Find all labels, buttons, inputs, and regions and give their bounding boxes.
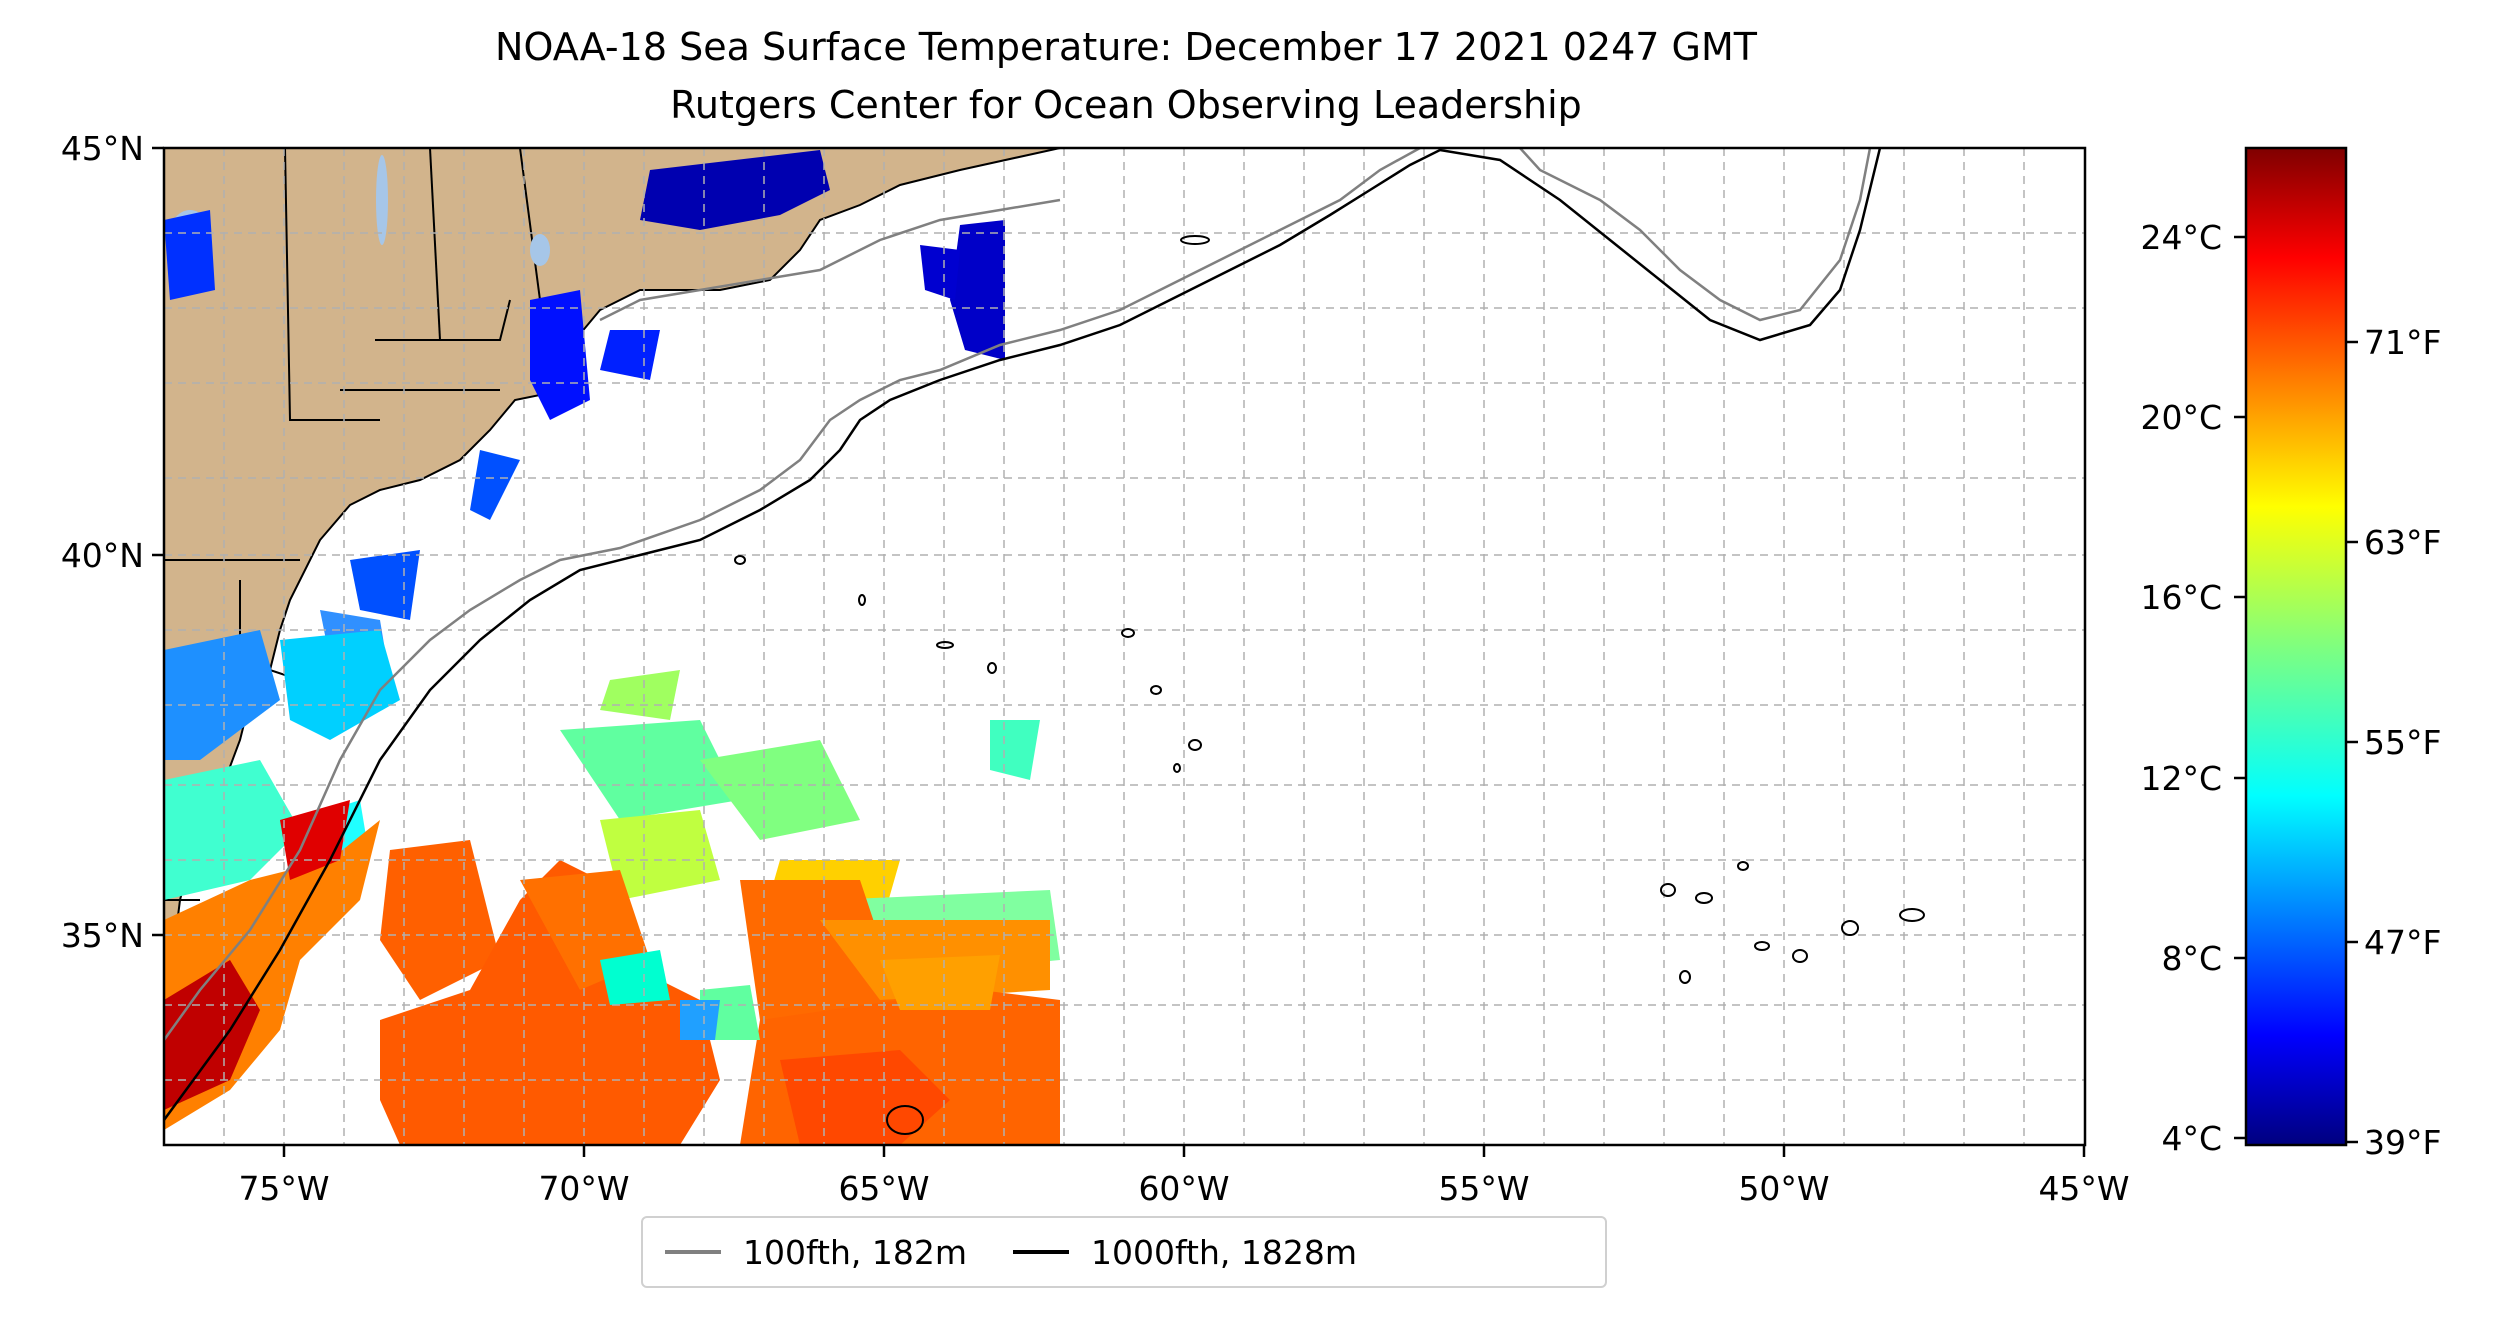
legend: 100fth, 182m 1000fth, 1828m	[641, 1216, 1607, 1288]
isobath-1000fth	[164, 148, 1882, 1121]
lon-tick-label: 55°W	[1438, 1169, 1529, 1208]
lat-tick-label: 35°N	[61, 916, 144, 955]
colorbar-fahrenheit-label: 55°F	[2364, 723, 2441, 762]
isobath-100fth-gulf-of-maine	[599, 198, 1061, 322]
colorbar-fahrenheit-labels: 71°F 63°F 55°F 47°F 39°F	[2364, 323, 2441, 1162]
colorbar-celsius-label: 20°C	[2140, 398, 2222, 437]
chart-subtitle: Rutgers Center for Ocean Observing Leade…	[670, 83, 1582, 127]
colorbar-fahrenheit-label: 47°F	[2364, 923, 2441, 962]
lat-tick-labels: 45°N 40°N 35°N	[61, 129, 144, 955]
lon-tick-label: 50°W	[1738, 1169, 1829, 1208]
legend-label: 100fth, 182m	[743, 1232, 967, 1272]
lat-tick-label: 45°N	[61, 129, 144, 168]
colorbar-celsius-labels: 24°C 20°C 16°C 12°C 8°C 4°C	[2140, 218, 2222, 1158]
isobath-100fth-grand-banks	[1519, 148, 1872, 322]
legend-item-1000fth: 1000fth, 1828m	[1013, 1233, 1357, 1272]
colorbar-celsius-label: 24°C	[2140, 218, 2222, 257]
lon-tick-label: 45°W	[2038, 1169, 2129, 1208]
lon-tick-label: 65°W	[838, 1169, 929, 1208]
lon-tick-label: 75°W	[238, 1169, 329, 1208]
lon-tick-label: 60°W	[1138, 1169, 1229, 1208]
lon-tick-marks	[282, 1145, 2086, 1157]
colorbar-tick-marks	[2234, 235, 2358, 1144]
map-frame	[162, 146, 2087, 1147]
lon-tick-labels: 75°W 70°W 65°W 60°W 55°W 50°W 45°W	[238, 1169, 2129, 1208]
chart-title: NOAA-18 Sea Surface Temperature: Decembe…	[495, 25, 1757, 69]
gray-line-swatch	[665, 1250, 721, 1254]
isobath-100fth	[164, 148, 1421, 1041]
lat-tick-marks	[152, 146, 164, 937]
colorbar-fahrenheit-label: 71°F	[2364, 323, 2441, 362]
colorbar-celsius-label: 12°C	[2140, 759, 2222, 798]
colorbar-fahrenheit-label: 39°F	[2364, 1123, 2441, 1162]
colorbar-celsius-label: 8°C	[2161, 939, 2222, 978]
legend-label: 1000fth, 1828m	[1091, 1232, 1357, 1272]
lat-tick-label: 40°N	[61, 536, 144, 575]
sst-data	[164, 150, 1060, 1145]
seamounts	[734, 235, 1925, 1135]
gridlines	[164, 148, 2085, 1145]
black-line-swatch	[1013, 1250, 1069, 1254]
map-content	[164, 148, 2085, 1145]
colorbar-fahrenheit-label: 63°F	[2364, 523, 2441, 562]
colorbar-celsius-label: 4°C	[2161, 1119, 2222, 1158]
colorbar-celsius-label: 16°C	[2140, 578, 2222, 617]
lon-tick-label: 70°W	[538, 1169, 629, 1208]
legend-item-100fth: 100fth, 182m	[665, 1233, 967, 1272]
colorbar	[2244, 146, 2348, 1147]
